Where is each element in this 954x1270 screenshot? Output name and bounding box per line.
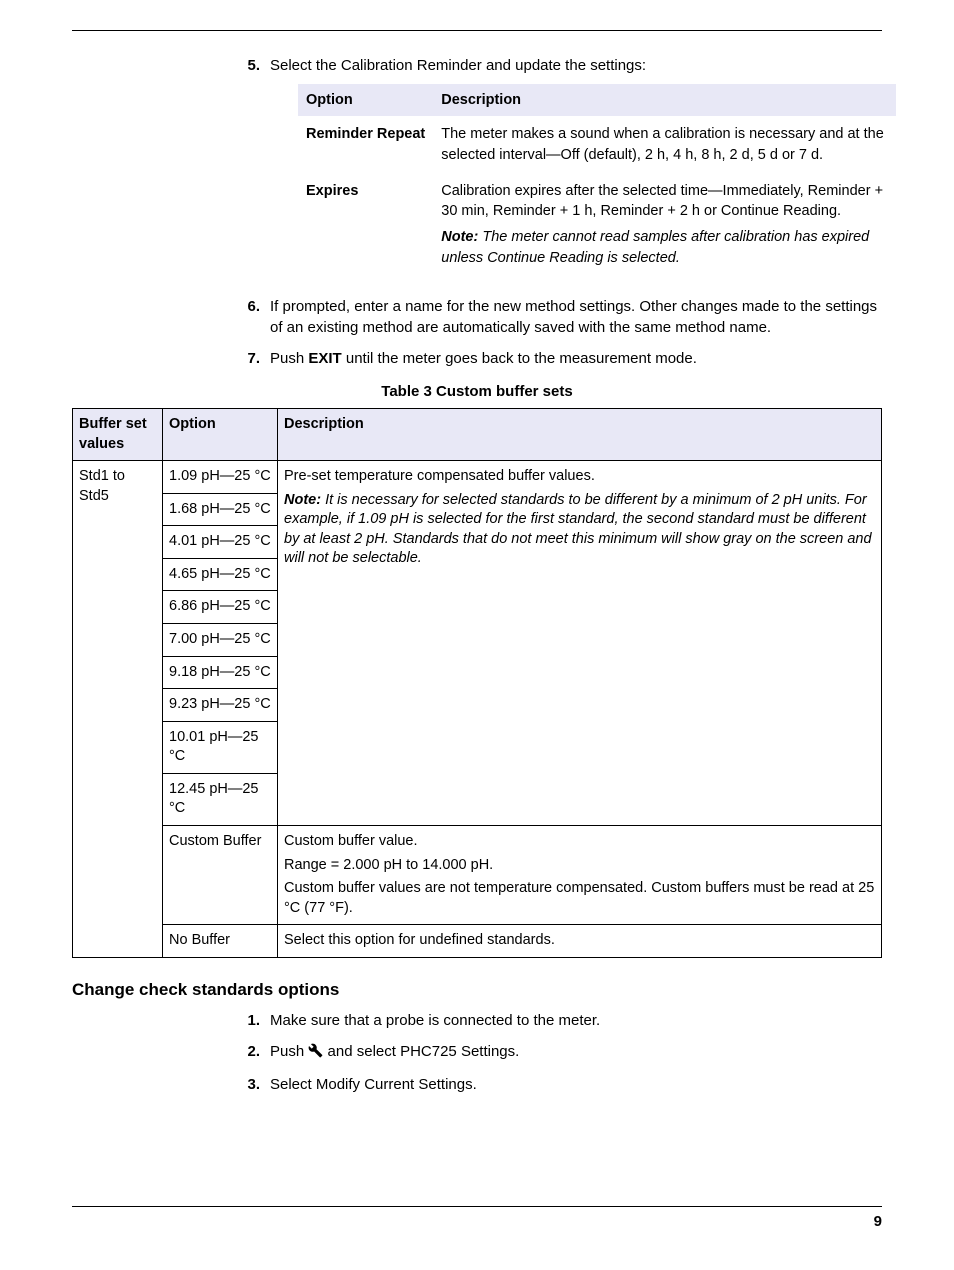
t3-desc-custom: Custom buffer value. Range = 2.000 pH to…: [278, 825, 882, 924]
t3-note-label: Note:: [284, 492, 321, 508]
t3-opt-6: 9.18 pH—25 °C: [163, 656, 278, 689]
top-rule: [72, 30, 882, 31]
opt-reminder-desc: The meter makes a sound when a calibrati…: [433, 116, 896, 173]
step-7-text-a: Push: [270, 350, 308, 367]
step-b2-text-a: Push: [270, 1043, 308, 1060]
t3-row-custom: Custom Buffer Custom buffer value. Range…: [73, 825, 882, 924]
step-7-text-b: until the meter goes back to the measure…: [342, 350, 697, 367]
t3-opt-nobuf: No Buffer: [163, 925, 278, 958]
t3-opt-9: 12.45 pH—25 °C: [163, 773, 278, 825]
step-b1-text: Make sure that a probe is connected to t…: [270, 1010, 882, 1031]
step-b3: 3. Select Modify Current Settings.: [242, 1074, 882, 1095]
step-7-num: 7.: [242, 348, 270, 369]
opt-table-h2: Description: [433, 84, 896, 116]
t3-buffer-set: Std1 to Std5: [73, 461, 163, 958]
step-6-text: If prompted, enter a name for the new me…: [270, 296, 882, 338]
t3-opt-custom: Custom Buffer: [163, 825, 278, 924]
t3-h1: Buffer set values: [73, 409, 163, 461]
opt-expires-name: Expires: [298, 173, 433, 276]
step-7-body: Push EXIT until the meter goes back to t…: [270, 348, 882, 369]
table-3-caption: Table 3 Custom buffer sets: [72, 383, 882, 400]
step-5: 5. Select the Calibration Reminder and u…: [242, 55, 882, 286]
note-label: Note:: [441, 229, 478, 245]
wrench-icon: [308, 1043, 323, 1064]
page-number: 9: [72, 1207, 882, 1230]
t3-custom-l2: Range = 2.000 pH to 14.000 pH.: [284, 856, 875, 876]
t3-opt-0: 1.09 pH—25 °C: [163, 461, 278, 494]
step-b2-body: Push and select PHC725 Settings.: [270, 1041, 882, 1064]
opt-reminder-name: Reminder Repeat: [298, 116, 433, 173]
section-heading: Change check standards options: [72, 980, 882, 1000]
t3-opt-4: 6.86 pH—25 °C: [163, 591, 278, 624]
step-6-num: 6.: [242, 296, 270, 338]
step-6: 6. If prompted, enter a name for the new…: [242, 296, 882, 338]
t3-opt-1: 1.68 pH—25 °C: [163, 493, 278, 526]
t3-note-text: It is necessary for selected standards t…: [284, 492, 872, 567]
step-b1-num: 1.: [242, 1010, 270, 1031]
option-description-table: Option Description Reminder Repeat The m…: [298, 84, 896, 276]
steps-list-2: 1. Make sure that a probe is connected t…: [242, 1010, 882, 1095]
step-b2-text-b: and select PHC725 Settings.: [323, 1043, 519, 1060]
t3-opt-8: 10.01 pH—25 °C: [163, 721, 278, 773]
t3-desc-nobuf: Select this option for undefined standar…: [278, 925, 882, 958]
table-3: Buffer set values Option Description Std…: [72, 408, 882, 958]
t3-desc-preset-note: Note: It is necessary for selected stand…: [284, 491, 875, 569]
step-b2: 2. Push and select PHC725 Settings.: [242, 1041, 882, 1064]
step-b3-text: Select Modify Current Settings.: [270, 1074, 882, 1095]
t3-opt-5: 7.00 pH—25 °C: [163, 624, 278, 657]
t3-custom-l3: Custom buffer values are not temperature…: [284, 879, 875, 918]
t3-row-nobuf: No Buffer Select this option for undefin…: [73, 925, 882, 958]
step-b3-num: 3.: [242, 1074, 270, 1095]
opt-expires-desc: Calibration expires after the selected t…: [433, 173, 896, 276]
step-7: 7. Push EXIT until the meter goes back t…: [242, 348, 882, 369]
step-b1: 1. Make sure that a probe is connected t…: [242, 1010, 882, 1031]
opt-table-h1: Option: [298, 84, 433, 116]
step-b2-num: 2.: [242, 1041, 270, 1064]
t3-desc-preset-text: Pre-set temperature compensated buffer v…: [284, 467, 875, 487]
step-5-text: Select the Calibration Reminder and upda…: [270, 57, 646, 74]
steps-list-1: 5. Select the Calibration Reminder and u…: [242, 55, 882, 369]
t3-h2: Option: [163, 409, 278, 461]
t3-row-0: Std1 to Std5 1.09 pH—25 °C Pre-set tempe…: [73, 461, 882, 494]
opt-expires-desc-text: Calibration expires after the selected t…: [441, 181, 888, 222]
note-text: The meter cannot read samples after cali…: [441, 229, 869, 265]
t3-desc-preset: Pre-set temperature compensated buffer v…: [278, 461, 882, 826]
step-7-exit: EXIT: [308, 350, 341, 367]
footer: 9: [72, 1206, 882, 1230]
t3-opt-3: 4.65 pH—25 °C: [163, 558, 278, 591]
t3-opt-2: 4.01 pH—25 °C: [163, 526, 278, 559]
opt-row-reminder: Reminder Repeat The meter makes a sound …: [298, 116, 896, 173]
step-5-num: 5.: [242, 55, 270, 286]
opt-row-expires: Expires Calibration expires after the se…: [298, 173, 896, 276]
t3-custom-l1: Custom buffer value.: [284, 832, 875, 852]
t3-opt-7: 9.23 pH—25 °C: [163, 689, 278, 722]
opt-expires-note: Note: The meter cannot read samples afte…: [441, 227, 888, 268]
t3-h3: Description: [278, 409, 882, 461]
